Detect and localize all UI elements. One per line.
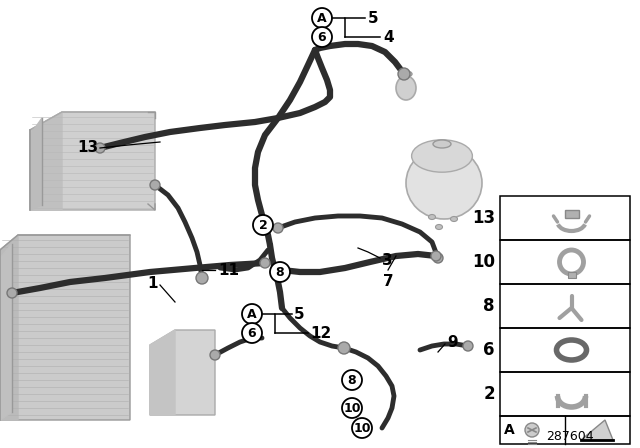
Text: 2: 2: [483, 385, 495, 403]
Circle shape: [273, 223, 283, 233]
Text: 8: 8: [276, 266, 284, 279]
Bar: [568, 272, 575, 278]
Polygon shape: [30, 118, 42, 210]
Bar: [500, 240, 630, 284]
Text: 7: 7: [383, 274, 394, 289]
Text: 5: 5: [368, 10, 379, 26]
Ellipse shape: [406, 147, 482, 219]
Circle shape: [342, 398, 362, 418]
Polygon shape: [0, 235, 130, 420]
Circle shape: [242, 323, 262, 343]
Circle shape: [431, 251, 441, 261]
Circle shape: [312, 27, 332, 47]
Text: 5: 5: [294, 306, 305, 322]
Text: 8: 8: [348, 374, 356, 387]
Bar: [564, 210, 579, 218]
Polygon shape: [0, 235, 18, 420]
Circle shape: [7, 288, 17, 298]
Ellipse shape: [429, 215, 435, 220]
Text: 12: 12: [310, 326, 332, 340]
Polygon shape: [30, 112, 62, 210]
Text: A: A: [247, 307, 257, 320]
Ellipse shape: [396, 76, 416, 100]
Text: 13: 13: [472, 209, 495, 227]
Circle shape: [352, 418, 372, 438]
Text: 4: 4: [383, 30, 394, 44]
Circle shape: [210, 350, 220, 360]
Circle shape: [525, 423, 539, 437]
Text: 6: 6: [317, 30, 326, 43]
Text: 3: 3: [382, 253, 392, 267]
Text: 6: 6: [483, 341, 495, 359]
Circle shape: [342, 370, 362, 390]
Text: A: A: [317, 12, 327, 25]
Polygon shape: [150, 330, 215, 415]
Ellipse shape: [400, 71, 412, 77]
Text: 11: 11: [218, 263, 239, 277]
Circle shape: [150, 180, 160, 190]
Circle shape: [253, 215, 273, 235]
Bar: [500, 196, 630, 240]
Text: 10: 10: [343, 401, 361, 414]
Polygon shape: [581, 420, 613, 440]
Ellipse shape: [435, 224, 442, 229]
Ellipse shape: [412, 140, 472, 172]
Text: 6: 6: [248, 327, 256, 340]
Polygon shape: [30, 112, 155, 210]
Text: A: A: [504, 423, 515, 437]
Text: 13: 13: [77, 139, 98, 155]
Text: 9: 9: [447, 335, 458, 349]
Circle shape: [260, 258, 270, 268]
Bar: [500, 372, 630, 416]
Circle shape: [433, 253, 443, 263]
Ellipse shape: [451, 216, 458, 221]
Circle shape: [95, 143, 105, 153]
Circle shape: [270, 262, 290, 282]
Bar: [500, 328, 630, 372]
Bar: [500, 284, 630, 328]
Ellipse shape: [433, 140, 451, 148]
Text: 10: 10: [353, 422, 371, 435]
Text: 287604: 287604: [547, 430, 594, 443]
Polygon shape: [150, 330, 175, 415]
Text: 8: 8: [483, 297, 495, 315]
Text: 2: 2: [259, 219, 268, 232]
Circle shape: [196, 272, 208, 284]
Circle shape: [338, 342, 350, 354]
Circle shape: [463, 341, 473, 351]
Text: 10: 10: [472, 253, 495, 271]
Bar: [500, 416, 630, 444]
Circle shape: [312, 8, 332, 28]
Text: 1: 1: [147, 276, 158, 290]
Circle shape: [242, 304, 262, 324]
Polygon shape: [0, 244, 12, 420]
Circle shape: [398, 68, 410, 80]
